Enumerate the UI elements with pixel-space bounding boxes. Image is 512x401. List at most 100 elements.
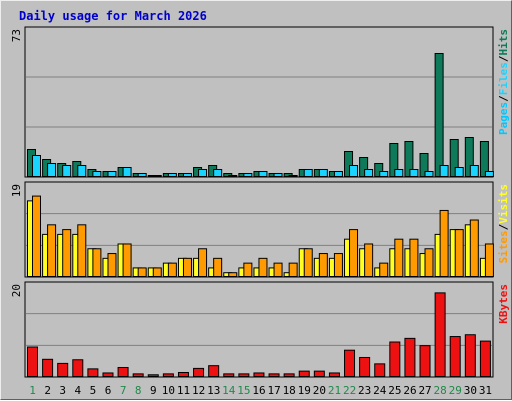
legend-entry-files: Files [497,62,510,95]
files-bar-day-9 [152,175,162,177]
sites-bar-day-29 [454,229,464,278]
sites-bar-day-5 [92,248,102,277]
sites-bar-day-14 [228,272,238,278]
x-tick-label-day-13: 13 [207,384,220,397]
kbytes-bar-day-17 [268,373,280,377]
files-bar-day-11 [182,173,192,177]
legend-entry-separator: / [497,95,510,102]
kbytes-bar-day-24 [374,363,386,378]
kbytes-bar-day-15 [238,373,250,377]
x-tick-label-day-10: 10 [162,384,175,397]
sites-bar-day-30 [469,219,479,278]
hits-bar-day-27 [419,153,429,177]
files-bar-day-1 [32,155,41,177]
kbytes-bar-day-18 [283,373,295,377]
kbytes-bar-day-10 [162,373,174,377]
legend-entry-visits: Visits [497,184,510,224]
hits-bar-day-30 [464,137,474,177]
kbytes-bar-day-9 [147,374,159,377]
x-tick-label-day-23: 23 [358,384,371,397]
x-tick-label-day-1: 1 [29,384,36,397]
kbytes-bar-day-20 [313,370,325,378]
panel-top-ymax-label: 73 [10,29,23,42]
sites-bar-day-15 [243,262,253,278]
sites-bar-day-17 [273,262,283,278]
sites-bar-day-18 [288,262,298,278]
legend-entry-kbytes: KBytes [497,284,510,324]
x-tick-label-day-11: 11 [177,384,190,397]
sites-bar-day-4 [77,224,87,278]
x-tick-label-day-29: 29 [449,384,462,397]
sites-bar-day-19 [303,248,313,277]
kbytes-bar-day-12 [193,367,205,377]
files-bar-day-30 [469,165,479,177]
x-tick-label-day-12: 12 [192,384,205,397]
x-tick-label-day-4: 4 [75,384,82,397]
files-bar-day-2 [47,163,57,177]
x-tick-label-day-15: 15 [237,384,250,397]
kbytes-bar-day-26 [404,337,416,377]
panel-bottom-legend: KBytes [497,284,510,324]
kbytes-bar-day-8 [132,373,144,377]
files-bar-day-24 [379,171,389,177]
sites-bar-day-3 [62,229,72,278]
files-bar-day-31 [484,171,494,177]
legend-entry-pages: Pages [497,102,510,135]
kbytes-bar-day-23 [359,356,371,378]
kbytes-bar-day-21 [328,372,340,378]
files-bar-day-27 [424,171,434,177]
files-bar-day-15 [243,173,253,177]
x-tick-label-day-20: 20 [313,384,326,397]
legend-entry-separator: / [497,55,510,62]
kbytes-bar-day-29 [449,336,461,377]
files-bar-day-5 [92,171,102,177]
x-tick-label-day-9: 9 [150,384,157,397]
files-bar-day-28 [439,165,449,177]
files-bar-day-8 [137,173,147,177]
kbytes-bar-day-2 [42,358,54,377]
sites-bar-day-9 [152,267,162,277]
x-tick-label-day-8: 8 [135,384,142,397]
sites-bar-day-16 [258,257,268,277]
files-bar-day-18 [288,175,298,177]
sites-bar-day-26 [409,238,419,277]
kbytes-bar-day-30 [464,334,476,378]
kbytes-bar-day-11 [177,371,189,377]
sites-bar-day-2 [47,224,57,278]
sites-bar-day-27 [424,248,434,277]
files-bar-day-3 [62,165,72,177]
files-bar-day-12 [198,169,208,177]
kbytes-bar-day-28 [434,292,446,377]
kbytes-bar-day-25 [389,341,401,378]
hits-bar-day-24 [374,163,384,177]
hits-bar-day-31 [479,141,489,177]
panel-middle-legend: Sites/Visits [497,184,510,264]
sites-bar-day-21 [333,253,343,277]
x-tick-label-day-3: 3 [59,384,66,397]
chart-title: Daily usage for March 2026 [19,9,207,23]
kbytes-bar-day-4 [72,359,84,378]
x-tick-label-day-2: 2 [44,384,51,397]
x-tick-label-day-31: 31 [479,384,492,397]
files-bar-day-16 [258,171,268,177]
files-bar-day-22 [349,165,359,177]
sites-bar-day-25 [394,238,404,277]
sites-bar-day-8 [137,267,147,277]
files-bar-day-19 [303,169,313,177]
files-bar-day-7 [122,167,132,177]
legend-entry-separator: / [497,223,510,230]
files-bar-day-6 [107,171,117,177]
files-bar-day-23 [364,169,374,177]
kbytes-bar-day-31 [479,340,491,378]
hits-bar-day-23 [359,157,369,177]
kbytes-bar-day-22 [344,349,356,378]
sites-bar-day-11 [182,257,192,277]
kbytes-bar-day-16 [253,372,265,378]
kbytes-bar-day-5 [87,368,99,378]
legend-entry-hits: Hits [497,29,510,56]
kbytes-bar-day-19 [298,370,310,378]
sites-bar-day-31 [484,243,494,277]
